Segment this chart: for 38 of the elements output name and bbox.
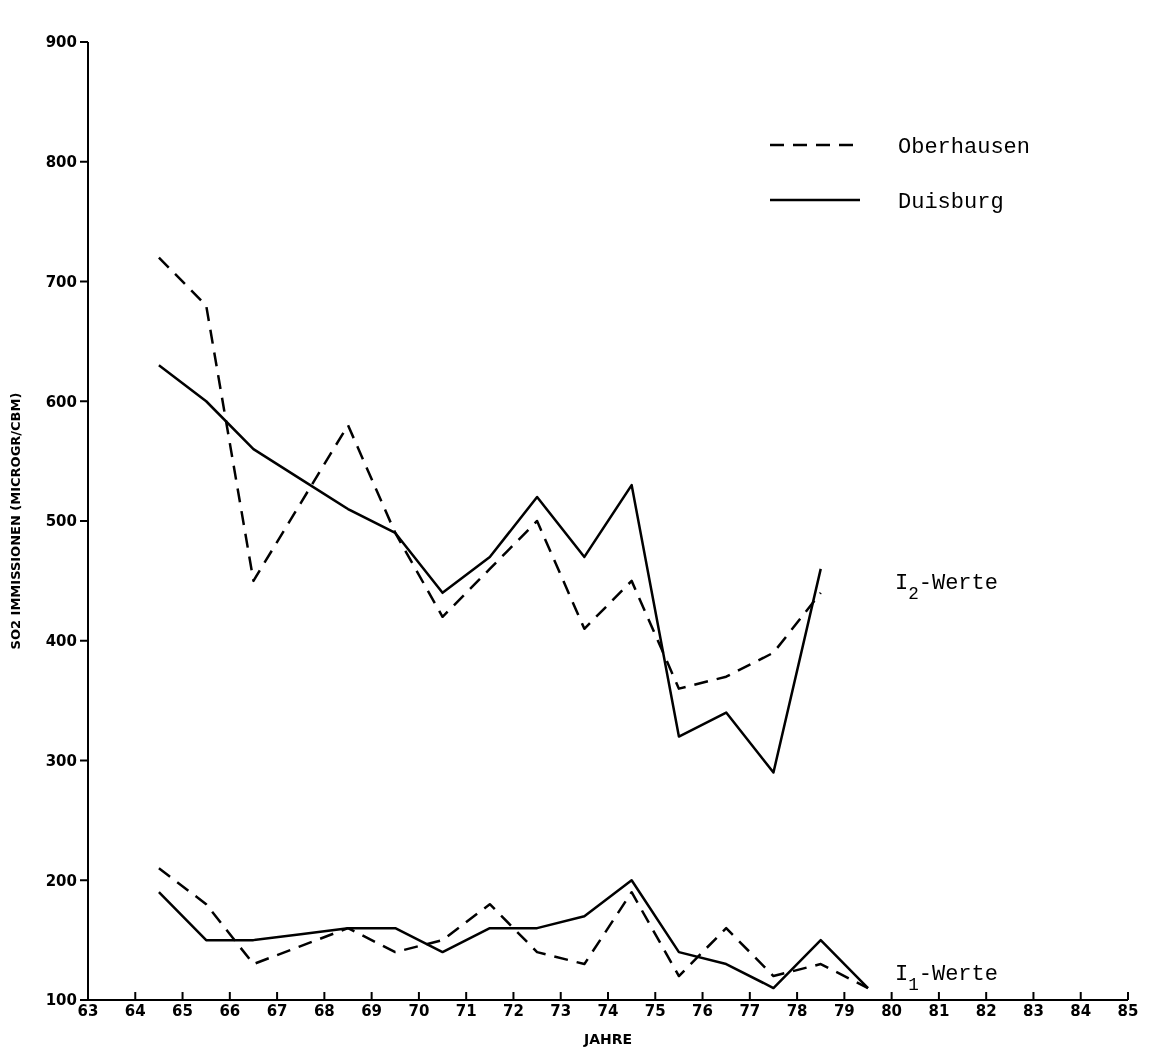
y-tick-label: 800 [45, 153, 77, 171]
y-tick-label: 600 [45, 392, 77, 411]
x-tick-label: 80 [881, 1002, 903, 1020]
x-tick-label: 68 [313, 1002, 335, 1020]
legend-label: Duisburg [898, 189, 1004, 215]
y-tick-label: 200 [45, 871, 77, 890]
x-tick-label: 75 [644, 1002, 666, 1020]
x-tick-label: 66 [219, 1002, 241, 1020]
x-tick-label: 64 [124, 1002, 146, 1020]
annotation: I$_{1}$-Werte [895, 961, 998, 995]
y-tick-label: 700 [45, 272, 77, 291]
x-tick-label: 83 [1023, 1002, 1044, 1020]
x-tick-label: 72 [503, 1002, 524, 1020]
y-tick-label: 900 [45, 33, 77, 52]
x-tick-label: 77 [739, 1002, 761, 1020]
x-tick-label: 79 [833, 1002, 855, 1020]
legend-label: Oberhausen [898, 134, 1031, 160]
x-axis-title: JAHRE [582, 1031, 633, 1047]
x-tick-label: 73 [550, 1002, 572, 1020]
y-tick-label: 100 [45, 991, 77, 1010]
x-tick-label: 65 [172, 1002, 193, 1020]
y-axis-title: SO2 IMMISSIONEN (MICROGR/CBM) [8, 392, 23, 650]
x-tick-label: 84 [1070, 1002, 1092, 1020]
y-tick-label: 300 [45, 751, 77, 770]
y-tick-label: 500 [45, 512, 77, 531]
annotation: I$_{2}$-Werte [895, 570, 998, 604]
y-tick-label: 400 [45, 632, 77, 650]
x-tick-label: 78 [786, 1002, 808, 1020]
x-tick-label: 70 [408, 1002, 430, 1020]
x-tick-label: 81 [928, 1002, 950, 1020]
x-tick-label: 74 [597, 1002, 619, 1020]
x-tick-label: 69 [361, 1002, 383, 1020]
x-tick-label: 63 [77, 1002, 99, 1020]
x-tick-label: 85 [1117, 1002, 1139, 1020]
x-tick-label: 76 [692, 1002, 713, 1020]
x-tick-label: 67 [266, 1002, 288, 1020]
x-tick-label: 71 [455, 1002, 477, 1020]
x-tick-label: 82 [975, 1002, 997, 1020]
